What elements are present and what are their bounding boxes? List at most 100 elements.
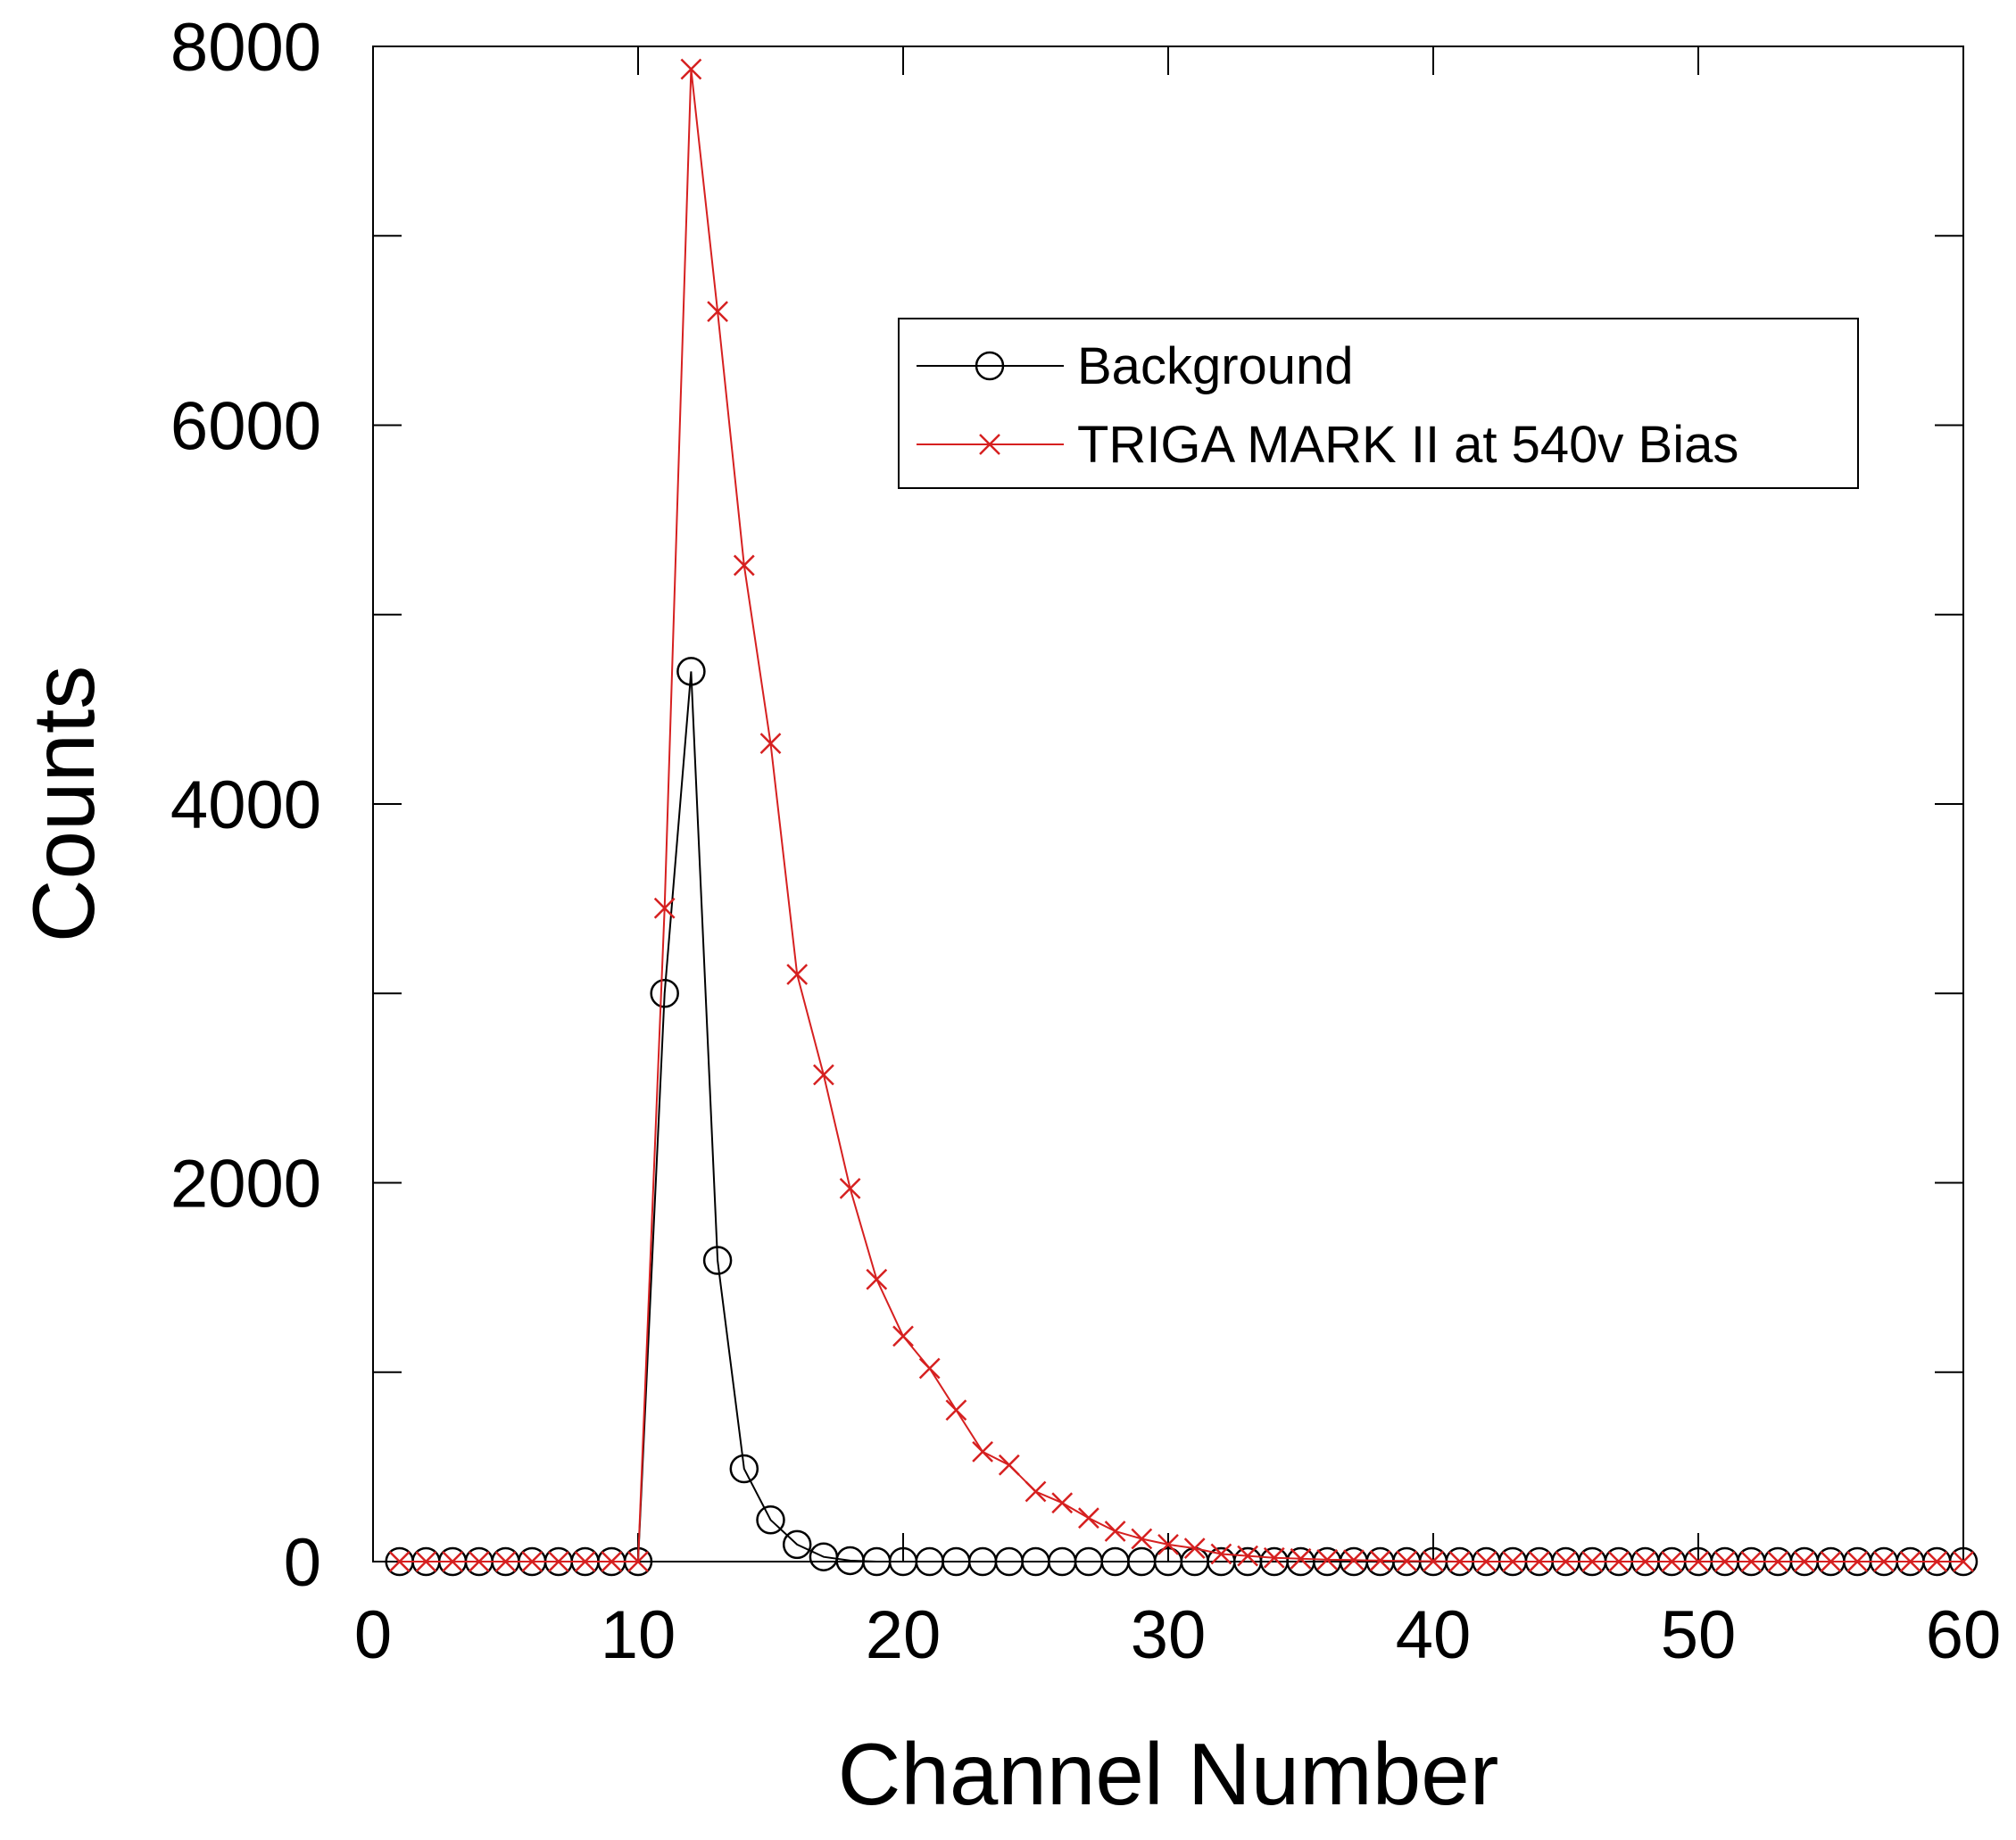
data-point [702,1246,733,1275]
series-triga [388,58,1974,1572]
data-point [1581,1551,1604,1572]
marker-x-stroke [1343,1549,1365,1571]
marker-x-stroke [548,1551,569,1572]
data-point [650,979,679,1008]
x-tick-label: 40 [1396,1597,1472,1673]
marker-x-stroke [1820,1551,1842,1572]
marker-x-stroke [1078,1507,1099,1529]
data-point [388,1551,411,1572]
marker-x-stroke [1448,1551,1471,1572]
marker-x-stroke [1873,1551,1895,1572]
data-point [756,1505,785,1535]
legend-label: Background [1077,337,1354,395]
data-point [1528,1551,1550,1572]
x-tick-label: 0 [354,1597,392,1673]
data-point [813,1064,834,1086]
y-tick-label: 2000 [170,1147,321,1223]
data-point [627,1551,649,1572]
data-point [945,1399,967,1421]
series-line [399,69,1963,1562]
data-point [759,733,782,754]
marker-x-stroke [1475,1551,1497,1572]
marker-x-stroke [1846,1551,1869,1572]
x-tick-label: 30 [1131,1597,1207,1673]
legend-label: TRIGA MARK II at 540v Bias [1077,416,1738,474]
marker-x-stroke [1581,1551,1604,1572]
y-tick-label: 8000 [170,10,321,86]
legend-entry: Background [917,337,1354,395]
marker-x-stroke [1237,1545,1258,1567]
marker-x-stroke [1025,1480,1047,1503]
data-point [1475,1551,1497,1572]
x-tick-label: 60 [1926,1597,2002,1673]
marker-x-stroke [1953,1551,1974,1572]
marker-x-stroke [1131,1528,1153,1550]
legend: Background TRIGA MARK II at 540v Bias [898,318,1859,489]
marker-x-stroke [892,1325,914,1347]
marker-x-stroke [1210,1543,1232,1565]
data-point [442,1551,463,1572]
data-point [653,897,676,919]
data-point [1608,1551,1630,1572]
data-point [1688,1551,1709,1572]
marker-x-stroke [786,964,809,985]
data-point [1953,1551,1974,1572]
marker-x-stroke [388,1551,411,1572]
marker-x-stroke [680,58,702,80]
data-point [1661,1551,1683,1572]
marker-x-stroke [1502,1551,1523,1572]
data-point [892,1325,914,1347]
data-point [1343,1549,1365,1571]
data-point [733,554,755,576]
marker-x-stroke [468,1551,490,1572]
marker-x-stroke [1157,1534,1179,1555]
legend-entry: TRIGA MARK II at 540v Bias [917,416,1738,474]
data-point [1793,1551,1815,1572]
marker-x-stroke [1316,1548,1339,1571]
data-point [1183,1537,1206,1560]
marker-x-stroke [1369,1550,1391,1571]
data-point [1740,1551,1763,1572]
legend-box [898,318,1859,489]
marker-x-stroke [1608,1551,1630,1572]
data-point [1899,1551,1921,1572]
marker-x-stroke [601,1551,623,1572]
marker-x-stroke [521,1551,543,1572]
data-point [1502,1551,1523,1572]
legend-marker [979,434,1000,455]
marker-x-stroke [1396,1550,1418,1572]
data-point [1767,1551,1788,1572]
marker-x-stroke [918,1357,941,1380]
marker-x-stroke [1290,1547,1312,1570]
marker-x-stroke [415,1551,437,1572]
marker-x-stroke [1661,1551,1683,1572]
data-point [1396,1550,1418,1572]
data-point [866,1268,888,1290]
marker-x-stroke [1767,1551,1788,1572]
data-point [1634,1551,1656,1572]
data-point [839,1177,861,1199]
legend-marker [975,351,1005,381]
data-point [1025,1480,1047,1503]
data-point [1873,1551,1895,1572]
axes-layer: 0 10 20 30 40 50 60 0 2000 4000 6000 8000 [170,10,2001,1673]
data-point [729,1454,759,1484]
marker-x-stroke [866,1268,888,1290]
x-tick-label: 10 [601,1597,676,1673]
legend-entries: Background TRIGA MARK II at 540v Bias [917,337,1738,474]
marker-x-stroke [1423,1550,1444,1572]
marker-x-stroke [442,1551,463,1572]
data-point [1713,1551,1736,1572]
data-point [1210,1543,1232,1565]
marker-x-stroke [945,1399,967,1421]
marker-x-stroke [1740,1551,1763,1572]
data-point [1237,1545,1258,1567]
series-layer [385,58,1979,1577]
x-tick-label: 50 [1661,1597,1737,1673]
data-point [1078,1507,1099,1529]
marker-x-stroke [627,1551,649,1572]
marker-x-stroke [1528,1551,1550,1572]
data-point [918,1357,941,1380]
